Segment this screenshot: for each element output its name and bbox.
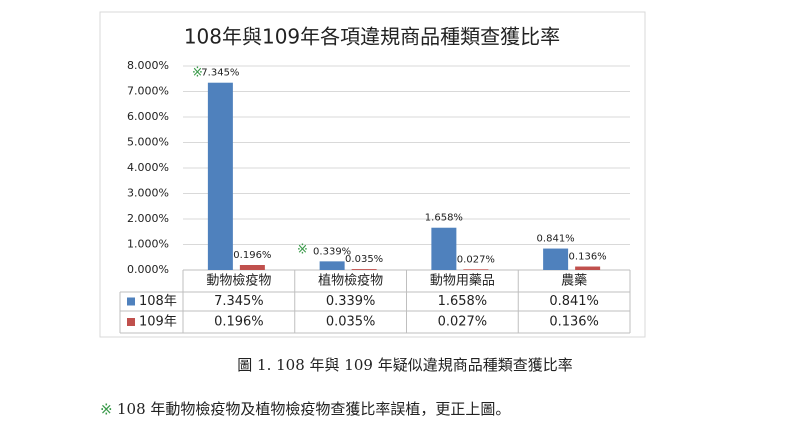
data-label: 0.035% xyxy=(345,254,383,265)
y-tick-label: 5.000% xyxy=(127,136,169,149)
y-tick-label: 7.000% xyxy=(127,85,169,98)
annotation-mark: ※ xyxy=(297,243,308,258)
bar xyxy=(351,269,377,270)
data-label: 0.027% xyxy=(457,254,495,265)
legend-label: 108年 xyxy=(139,294,177,309)
y-tick-label: 2.000% xyxy=(127,212,169,225)
chart-title: 108年與109年各項違規商品種類查獲比率 xyxy=(184,25,560,49)
x-tick-label: 植物檢疫物 xyxy=(318,273,383,289)
table-cell: 1.658% xyxy=(438,294,488,309)
table-cell: 0.035% xyxy=(326,315,376,330)
bar xyxy=(463,269,489,270)
y-tick-label: 3.000% xyxy=(127,187,169,200)
bar xyxy=(431,227,457,270)
data-label: 1.658% xyxy=(425,213,463,224)
data-label: 0.136% xyxy=(569,252,607,263)
table-cell: 0.339% xyxy=(326,294,376,309)
data-label: 0.196% xyxy=(233,250,271,261)
legend-swatch xyxy=(127,318,135,326)
x-tick-label: 農藥 xyxy=(561,274,587,289)
x-tick-label: 動物用藥品 xyxy=(430,274,495,289)
y-tick-label: 0.000% xyxy=(127,263,169,276)
data-label: 0.339% xyxy=(313,246,351,257)
y-tick-label: 4.000% xyxy=(127,161,169,174)
table-cell: 0.027% xyxy=(438,315,488,330)
legend-swatch xyxy=(127,297,135,306)
table-cell: 0.196% xyxy=(214,315,264,330)
bar xyxy=(319,261,345,270)
bar xyxy=(543,248,569,270)
x-tick-label: 動物檢疫物 xyxy=(206,273,271,289)
chart-frame xyxy=(99,11,646,338)
table-cell: 7.345% xyxy=(214,294,264,309)
caption: 圖 1. 108 年與 109 年疑似違規商品種類查獲比率 xyxy=(237,356,572,374)
data-label: 0.841% xyxy=(537,234,575,245)
table-cell: 0.136% xyxy=(549,315,599,330)
data-label: 7.345% xyxy=(201,68,239,79)
note-text: 108 年動物檢疫物及植物檢疫物查獲比率誤植，更正上圖。 xyxy=(117,400,510,418)
y-tick-label: 1.000% xyxy=(127,238,169,251)
bar xyxy=(207,82,233,270)
bar xyxy=(239,265,265,270)
table-cell: 0.841% xyxy=(549,294,599,309)
y-tick-label: 8.000% xyxy=(127,59,169,72)
bar xyxy=(575,266,601,270)
y-tick-label: 6.000% xyxy=(127,110,169,123)
legend-label: 109年 xyxy=(139,315,177,330)
note-mark: ※ xyxy=(100,401,113,419)
annotation-mark: ※ xyxy=(192,66,203,81)
